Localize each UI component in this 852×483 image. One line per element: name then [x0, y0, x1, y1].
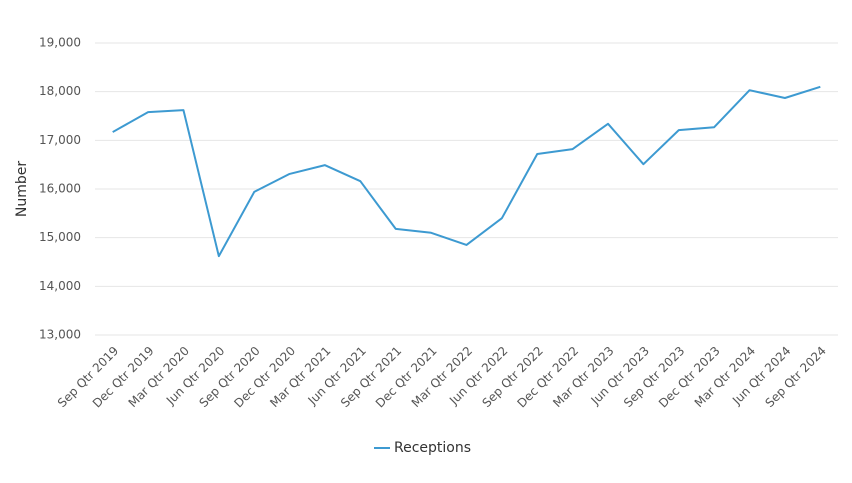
y-tick-label: 19,000 [39, 36, 81, 50]
y-tick-label: 15,000 [39, 230, 81, 244]
legend-label: Receptions [394, 440, 471, 456]
x-tick-label: Sep Qtr 2019 [55, 344, 121, 410]
y-tick-label: 16,000 [39, 182, 81, 196]
y-tick-label: 17,000 [39, 133, 81, 147]
y-tick-label: 14,000 [39, 279, 81, 293]
x-tick-label: Dec Qtr 2022 [514, 344, 581, 411]
data-line [112, 85, 821, 258]
x-tick-label: Dec Qtr 2023 [656, 344, 723, 411]
y-axis-label: Number [14, 161, 30, 217]
y-tick-label: 18,000 [39, 84, 81, 98]
legend-item: Receptions [374, 440, 471, 456]
x-tick-label: Dec Qtr 2021 [373, 344, 440, 411]
x-tick-label: Dec Qtr 2020 [231, 344, 298, 411]
x-tick-label: Dec Qtr 2019 [90, 344, 157, 411]
y-tick-label: 13,000 [39, 328, 81, 342]
